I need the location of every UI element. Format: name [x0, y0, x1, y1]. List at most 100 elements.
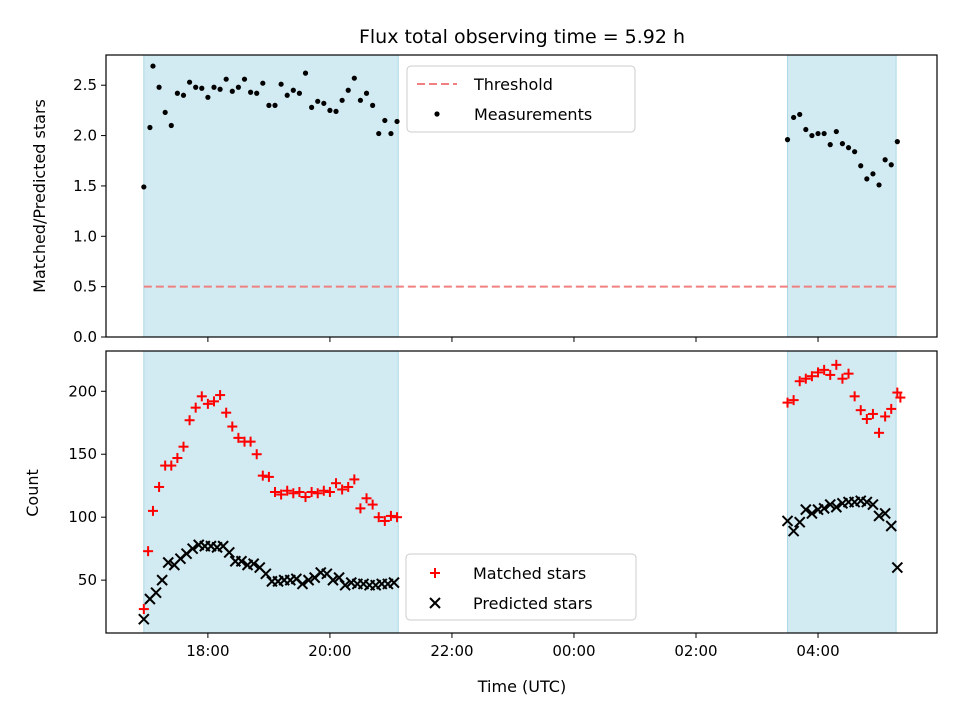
predicted-star-point: [806, 507, 818, 520]
matched-star-point: [880, 411, 891, 422]
predicted-star-point-b: [138, 613, 150, 625]
predicted-star-point: [260, 568, 272, 580]
predicted-star-point-b: [781, 515, 794, 527]
measurement-point: [370, 102, 376, 108]
predicted-star-point-b: [855, 495, 867, 507]
measurement-point: [290, 87, 296, 93]
predicted-star-point-b: [800, 503, 812, 516]
legend-predicted-swatch-b: [429, 597, 441, 609]
bottom-y-tick-label: 150: [68, 445, 97, 463]
predicted-star-point-b: [339, 579, 351, 591]
chart-title: Flux total observing time = 5.92 h: [359, 26, 685, 48]
matched-star-point: [306, 487, 317, 497]
measurement-point: [266, 102, 272, 108]
measurement-point: [815, 130, 821, 137]
predicted-star-point: [150, 587, 162, 599]
predicted-star-point: [138, 613, 150, 625]
top-y-axis-label: Matched/Predicted stars: [30, 99, 49, 293]
predicted-star-point: [885, 520, 897, 532]
matched-star-point: [294, 487, 305, 497]
predicted-star-point-b: [824, 498, 836, 511]
measurement-point: [839, 141, 846, 147]
predicted-star-point: [824, 498, 836, 511]
measurement-point: [223, 76, 229, 82]
measurement-point: [193, 84, 199, 90]
predicted-star-point: [787, 525, 800, 537]
predicted-star-point-b: [315, 566, 327, 579]
measurement-point: [186, 79, 193, 85]
predicted-star-point-b: [156, 574, 168, 586]
x-tick-label: 02:00: [674, 642, 717, 660]
predicted-star-point-b: [867, 498, 879, 511]
top-y-tick-label: 1.5: [73, 177, 97, 195]
top-y-tick-label: 1.0: [73, 227, 97, 245]
predicted-star-point: [800, 503, 812, 516]
predicted-star-point: [162, 556, 174, 569]
measurement-point: [272, 102, 278, 108]
measurement-point: [309, 104, 315, 110]
bottom-y-axis-label: Count: [23, 469, 42, 517]
measurement-point: [211, 84, 217, 90]
bottom-legend-box: [405, 553, 637, 621]
matched-star-point: [825, 369, 836, 380]
measurement-point: [278, 81, 284, 87]
measurement-point: [180, 92, 187, 98]
measurement-point: [833, 128, 839, 135]
measurement-point: [809, 132, 815, 139]
measurement-point: [888, 162, 894, 168]
predicted-star-point: [781, 515, 794, 527]
predicted-star-point-b: [247, 558, 260, 570]
matched-star-point: [147, 505, 158, 516]
matched-star-point: [196, 391, 207, 402]
matched-star-point: [788, 395, 799, 406]
measurement-point: [394, 118, 400, 125]
predicted-star-point-b: [296, 578, 309, 590]
matched-star-point: [172, 453, 183, 464]
measurement-point: [803, 126, 809, 133]
bottom-observing-window-1: [787, 350, 897, 634]
x-tick-label: 22:00: [430, 642, 473, 660]
matched-star-point: [166, 460, 177, 471]
measurement-point: [162, 109, 168, 116]
predicted-star-point-b: [235, 555, 248, 567]
measurement-point: [150, 63, 156, 69]
matched-star-point: [355, 503, 366, 514]
measurement-point: [797, 111, 803, 118]
predicted-star-point-b: [162, 556, 174, 569]
matched-star-point: [138, 604, 149, 615]
legend-threshold-label: Threshold: [473, 75, 553, 94]
legend-matched-swatch: [430, 568, 440, 578]
measurement-point: [845, 145, 852, 151]
matched-star-point: [343, 481, 354, 492]
predicted-star-point: [873, 510, 885, 522]
measurement-point: [315, 98, 321, 104]
matched-star-point: [251, 449, 262, 460]
measurement-point: [241, 76, 248, 82]
predicted-star-point-b: [891, 561, 904, 574]
x-tick-label: 18:00: [186, 642, 229, 660]
matched-star-point: [324, 487, 335, 497]
measurement-point: [784, 137, 791, 143]
predicted-star-point-b: [818, 502, 830, 515]
matched-star-point: [227, 421, 238, 432]
measurement-point: [858, 163, 864, 169]
measurement-point: [351, 75, 357, 81]
matched-star-point: [270, 487, 281, 497]
legend-predicted-swatch: [429, 597, 441, 609]
matched-star-point: [867, 408, 878, 419]
matched-star-point: [843, 368, 854, 379]
matched-star-point: [143, 546, 154, 557]
matched-star-point: [276, 489, 287, 500]
predicted-star-point-b: [290, 573, 303, 585]
matched-star-point: [361, 493, 372, 504]
matched-star-point: [373, 512, 384, 523]
measurement-point: [327, 107, 333, 113]
legend-measurements-swatch: [434, 111, 440, 117]
bottom-axes-frame: [105, 350, 938, 634]
measurement-point: [235, 84, 241, 90]
measurement-point: [357, 97, 364, 103]
predicted-star-point: [794, 516, 806, 528]
measurement-point: [894, 139, 900, 145]
